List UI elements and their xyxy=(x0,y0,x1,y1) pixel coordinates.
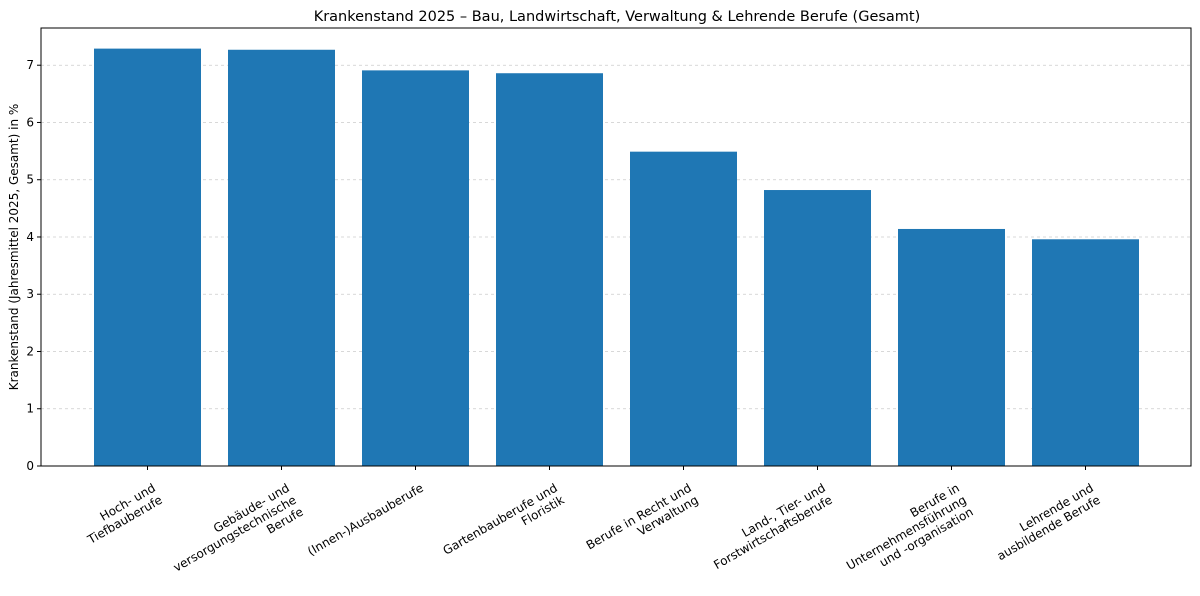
y-axis-label: Krankenstand (Jahresmittel 2025, Gesamt)… xyxy=(7,104,21,391)
chart-title: Krankenstand 2025 – Bau, Landwirtschaft,… xyxy=(314,9,921,25)
x-tick-label-line: Gartenbauberufe und xyxy=(441,481,560,558)
x-tick-label-line: Unternehmensführung xyxy=(844,493,969,573)
x-axis: Hoch- undTiefbauberufe Gebäude- undversor… xyxy=(78,466,1103,587)
y-axis: 0 1 2 3 4 5 6 7 xyxy=(26,58,41,473)
x-tick-label: Gartenbauberufe undFloristik xyxy=(441,481,567,570)
bar xyxy=(362,70,469,467)
x-tick-label-line: versorgungstechnische xyxy=(171,493,299,575)
y-tick-label: 4 xyxy=(26,230,34,244)
bar xyxy=(228,49,335,466)
bar xyxy=(496,73,603,466)
y-tick-label: 7 xyxy=(26,58,34,72)
bars xyxy=(94,48,1139,467)
plot-frame xyxy=(40,27,1192,467)
y-tick-label: 0 xyxy=(26,459,34,473)
y-tick-label: 6 xyxy=(26,115,34,129)
x-tick-label: Land-, Tier- undForstwirtschaftsberufe xyxy=(704,481,834,572)
bar xyxy=(898,228,1005,466)
bar xyxy=(630,151,737,466)
y-tick-label: 5 xyxy=(26,173,34,187)
x-tick-label: Berufe inUnternehmensführungund -organis… xyxy=(837,481,976,585)
x-tick-label-line: Forstwirtschaftsberufe xyxy=(711,493,834,572)
x-tick-label: Gebäude- undversorgungstechnischeBerufe xyxy=(164,481,306,587)
bar xyxy=(764,190,871,466)
grid-lines xyxy=(41,64,1191,467)
x-tick-label: Berufe in Recht undVerwaltung xyxy=(584,481,701,565)
y-tick-label: 3 xyxy=(26,287,34,301)
y-tick-label: 2 xyxy=(26,344,34,358)
bar xyxy=(94,48,201,467)
x-tick-label: (Innen-)Ausbauberufe xyxy=(305,481,426,559)
x-tick-label: Hoch- undTiefbauberufe xyxy=(78,481,165,547)
y-tick-label: 1 xyxy=(26,402,34,416)
bar xyxy=(1032,239,1139,466)
x-tick-label: Lehrende undausbildende Berufe xyxy=(988,481,1103,563)
x-tick-label-line: (Innen-)Ausbauberufe xyxy=(305,481,426,559)
